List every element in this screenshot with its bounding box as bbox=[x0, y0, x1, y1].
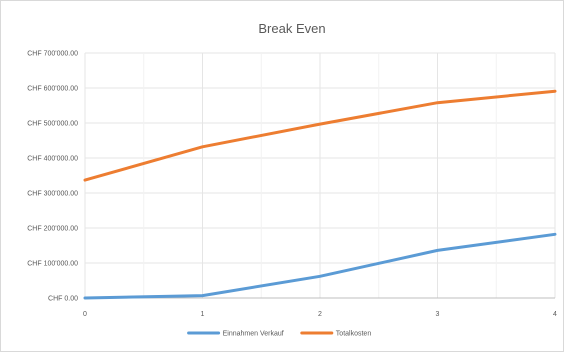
x-tick-label: 3 bbox=[436, 311, 440, 318]
legend: Einnahmen Verkauf Totalkosten bbox=[187, 331, 372, 338]
legend-label: Totalkosten bbox=[336, 331, 372, 338]
y-tick-label: CHF 600'000.00 bbox=[27, 86, 78, 93]
x-tick-label: 4 bbox=[553, 311, 557, 318]
legend-label: Einnahmen Verkauf bbox=[223, 331, 284, 338]
axis-layer: CHF 0.00 CHF 100'000.00 CHF 200'000.00 CHF … bbox=[27, 51, 557, 319]
y-tick-label: CHF 300'000.00 bbox=[27, 191, 78, 198]
x-tick-label: 0 bbox=[83, 311, 87, 318]
series-layer bbox=[83, 89, 557, 300]
series-line-einnahmen-verkauf bbox=[83, 232, 557, 300]
x-tick-label: 1 bbox=[201, 311, 205, 318]
y-tick-label: CHF 0.00 bbox=[48, 296, 78, 303]
y-tick-label: CHF 100'000.00 bbox=[27, 261, 78, 268]
y-tick-label: CHF 400'000.00 bbox=[27, 156, 78, 163]
y-tick-label: CHF 500'000.00 bbox=[27, 121, 78, 128]
y-tick-label: CHF 200'000.00 bbox=[27, 226, 78, 233]
series-line-totalkosten bbox=[83, 89, 557, 182]
x-tick-label: 2 bbox=[318, 311, 322, 318]
y-tick-label: CHF 700'000.00 bbox=[27, 51, 78, 58]
chart-title: Break Even bbox=[258, 21, 325, 36]
